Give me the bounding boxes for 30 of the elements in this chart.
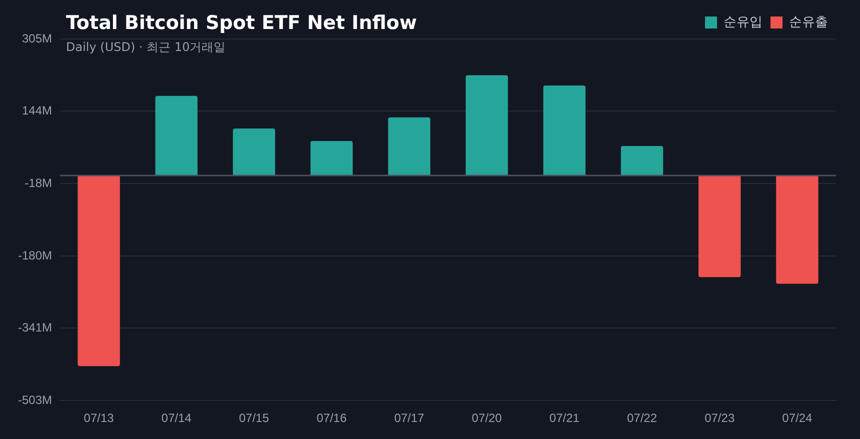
y-tick-label: 144M (22, 103, 52, 118)
bar (388, 117, 430, 176)
x-tick-label: 07/17 (394, 411, 425, 426)
chart-title: Total Bitcoin Spot ETF Net Inflow (66, 12, 417, 34)
x-tick-label: 07/21 (549, 411, 580, 426)
bar (155, 96, 198, 176)
y-tick-label: -180M (18, 248, 52, 262)
bar (78, 175, 120, 366)
chart-subtitle: Daily (USD) · 최근 10거래일 (66, 39, 226, 56)
bar (232, 128, 276, 176)
y-tick-label: -503M (18, 392, 52, 407)
x-tick-label: 07/16 (316, 411, 347, 426)
y-tick-label: -18M (24, 176, 52, 190)
legend-label: 순유입 (724, 14, 762, 30)
y-tick-label: 305M (22, 31, 52, 46)
x-tick-label: 07/23 (704, 411, 735, 426)
x-tick-label: 07/13 (84, 411, 114, 426)
x-tick-label: 07/15 (238, 411, 270, 426)
x-tick-label: 07/14 (161, 411, 192, 426)
bar (620, 146, 664, 176)
bar (698, 175, 741, 278)
bar (466, 75, 508, 176)
x-tick-label: 07/20 (472, 411, 502, 426)
legend-label: 순유출 (789, 14, 828, 30)
y-tick-label: -341M (18, 320, 52, 334)
x-tick-label: 07/24 (782, 411, 813, 426)
x-tick-label: 07/22 (626, 411, 658, 426)
bar (776, 175, 818, 284)
bar (310, 141, 353, 176)
bar (543, 86, 586, 176)
